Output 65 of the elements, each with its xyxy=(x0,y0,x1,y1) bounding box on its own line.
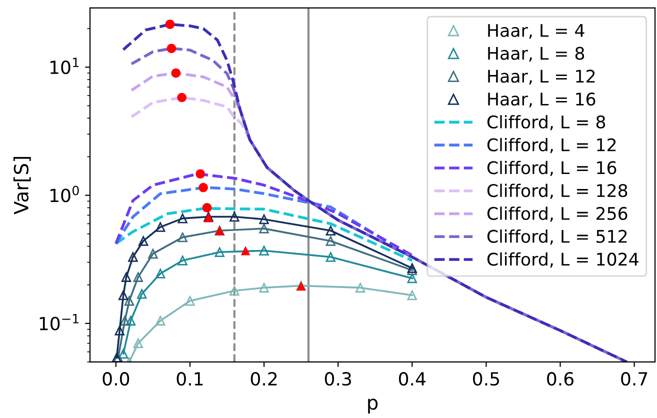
point xyxy=(124,296,134,306)
point xyxy=(185,296,195,306)
x-tick-label: 0.4 xyxy=(398,372,426,386)
point xyxy=(407,273,417,284)
legend-label: Clifford, L = 1024 xyxy=(487,252,638,268)
point xyxy=(407,290,417,300)
point xyxy=(118,348,128,359)
point xyxy=(128,252,138,262)
legend-label: Haar, L = 16 xyxy=(488,92,596,108)
x-tick-label: 0.1 xyxy=(176,372,203,386)
point xyxy=(259,282,269,293)
point xyxy=(240,246,250,256)
point xyxy=(165,20,175,29)
point xyxy=(214,247,224,258)
legend-label: Clifford, L = 12 xyxy=(487,138,616,154)
legend-label: Clifford, L = 128 xyxy=(487,184,628,199)
x-axis-title: p xyxy=(368,398,378,414)
point xyxy=(133,338,144,348)
point xyxy=(136,289,147,299)
point xyxy=(259,224,269,234)
legend-label: Clifford, L = 256 xyxy=(487,206,628,222)
x-tick-label: 0.6 xyxy=(547,372,574,386)
y-tick-label: 10$^{−1}$ xyxy=(40,314,78,330)
x-tick-label: 0.5 xyxy=(473,372,499,386)
point xyxy=(148,248,158,259)
legend-label: Clifford, L = 512 xyxy=(487,229,627,245)
point xyxy=(326,236,336,246)
point xyxy=(121,272,132,282)
point xyxy=(178,256,188,266)
point xyxy=(178,232,188,242)
point xyxy=(120,316,130,326)
y-axis-title: Var[S] xyxy=(13,157,31,214)
point xyxy=(166,44,176,54)
point xyxy=(230,286,240,296)
point xyxy=(118,290,128,300)
x-tick-label: 0.3 xyxy=(324,372,351,386)
point xyxy=(177,92,186,102)
point xyxy=(198,182,208,192)
point xyxy=(259,214,269,224)
x-tick-label: 0.0 xyxy=(102,372,130,386)
point xyxy=(326,226,336,236)
point xyxy=(355,282,366,293)
point xyxy=(126,316,136,326)
point xyxy=(178,214,188,224)
legend-label: Clifford, L = 8 xyxy=(487,115,606,130)
point xyxy=(196,169,206,179)
point xyxy=(155,316,166,326)
point xyxy=(155,222,166,232)
legend-label: Haar, L = 8 xyxy=(488,46,584,62)
legend-label: Haar, L = 12 xyxy=(488,70,595,85)
x-tick-label: 0.2 xyxy=(250,372,277,386)
point xyxy=(202,203,212,212)
point xyxy=(114,326,124,336)
legend-label: Haar, L = 4 xyxy=(488,24,584,39)
point xyxy=(230,212,240,222)
y-tick-label: 10$^{1}$ xyxy=(50,58,79,74)
point xyxy=(133,272,144,282)
y-tick-label: 10$^{0}$ xyxy=(50,186,79,202)
point xyxy=(155,268,166,278)
point xyxy=(138,236,148,246)
point xyxy=(171,68,181,78)
legend-label: Clifford, L = 16 xyxy=(487,160,616,176)
point xyxy=(326,252,336,262)
x-tick-label: 0.7 xyxy=(621,372,648,386)
point xyxy=(259,246,269,256)
